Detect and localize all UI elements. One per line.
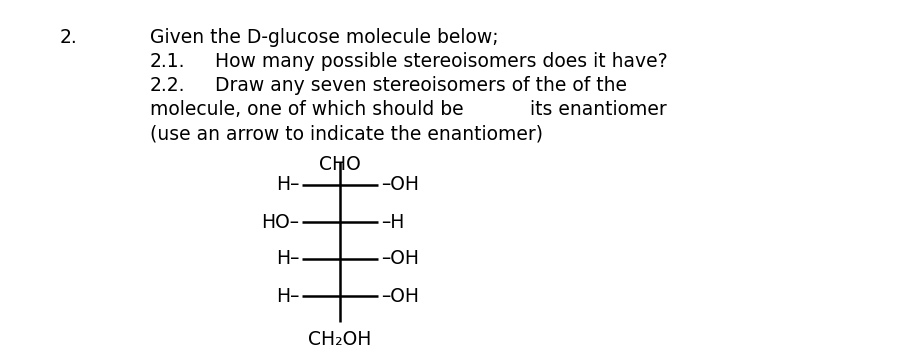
Text: CHO: CHO xyxy=(320,155,361,174)
Text: –OH: –OH xyxy=(381,286,419,305)
Text: How many possible stereoisomers does it have?: How many possible stereoisomers does it … xyxy=(215,52,668,71)
Text: CH₂OH: CH₂OH xyxy=(309,330,372,349)
Text: –H: –H xyxy=(381,213,404,232)
Text: Draw any seven stereoisomers of the of the: Draw any seven stereoisomers of the of t… xyxy=(215,76,627,95)
Text: –OH: –OH xyxy=(381,175,419,194)
Text: Given the D-glucose molecule below;: Given the D-glucose molecule below; xyxy=(150,28,499,47)
Text: H–: H– xyxy=(275,175,299,194)
Text: H–: H– xyxy=(275,250,299,268)
Text: 2.2.: 2.2. xyxy=(150,76,185,95)
Text: –OH: –OH xyxy=(381,250,419,268)
Text: HO–: HO– xyxy=(261,213,299,232)
Text: 2.: 2. xyxy=(60,28,77,47)
Text: 2.1.: 2.1. xyxy=(150,52,185,71)
Text: its enantiomer: its enantiomer xyxy=(530,100,667,119)
Text: molecule, one of which should be: molecule, one of which should be xyxy=(150,100,464,119)
Text: H–: H– xyxy=(275,286,299,305)
Text: (use an arrow to indicate the enantiomer): (use an arrow to indicate the enantiomer… xyxy=(150,124,543,143)
